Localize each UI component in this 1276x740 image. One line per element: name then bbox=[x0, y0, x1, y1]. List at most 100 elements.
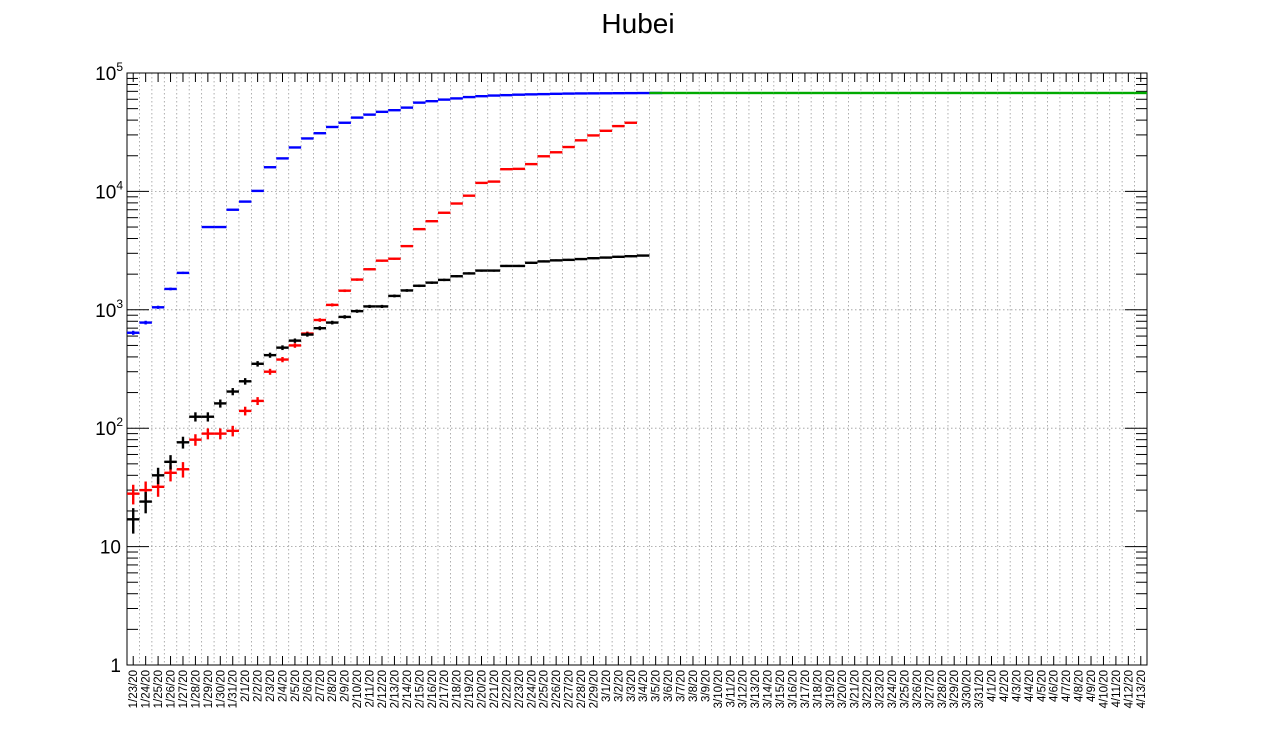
x-tick-label: 3/10/20 bbox=[713, 670, 725, 708]
chart-title: Hubei bbox=[601, 8, 675, 39]
x-tick-label: 3/9/20 bbox=[700, 670, 712, 702]
plot-border bbox=[126, 72, 1148, 666]
x-tick-label: 2/20/20 bbox=[477, 670, 489, 708]
x-tick-label: 3/22/20 bbox=[862, 670, 874, 708]
x-tick-label: 2/3/20 bbox=[265, 670, 277, 702]
x-tick-label: 2/21/20 bbox=[489, 670, 501, 708]
x-tick-label: 4/2/20 bbox=[999, 670, 1011, 702]
x-tick-label: 2/15/20 bbox=[414, 670, 426, 708]
x-tick-label: 3/29/20 bbox=[949, 670, 961, 708]
x-tick-label: 3/2/20 bbox=[613, 670, 625, 702]
x-tick-label: 3/15/20 bbox=[775, 670, 787, 708]
x-tick-label: 3/20/20 bbox=[837, 670, 849, 708]
x-tick-label: 2/1/20 bbox=[240, 670, 252, 702]
x-tick-label: 1/28/20 bbox=[190, 670, 202, 708]
x-tick-label: 3/24/20 bbox=[887, 670, 899, 708]
x-tick-label: 4/8/20 bbox=[1074, 670, 1086, 702]
x-tick-label: 2/26/20 bbox=[551, 670, 563, 708]
x-tick-label: 3/5/20 bbox=[651, 670, 663, 702]
x-tick-label: 1/31/20 bbox=[228, 670, 240, 708]
y-tick-label: 105 bbox=[95, 60, 123, 85]
x-axis: 1/23/20 1/24/20 1/25/20 1/26/20 1/27/20 1/28/… bbox=[128, 73, 1148, 708]
y-tick-label: 10 bbox=[100, 538, 121, 559]
y-tick-label: 103 bbox=[95, 297, 123, 322]
x-tick-label: 4/11/20 bbox=[1111, 670, 1123, 708]
y-tick-base: 10 bbox=[95, 419, 116, 440]
x-tick-label: 2/13/20 bbox=[389, 670, 401, 708]
x-tick-label: 4/10/20 bbox=[1098, 670, 1110, 708]
x-tick-label: 2/27/20 bbox=[564, 670, 576, 708]
x-tick-label: 2/7/20 bbox=[315, 670, 327, 702]
y-tick-base: 10 bbox=[95, 64, 116, 85]
x-tick-label: 2/10/20 bbox=[352, 670, 364, 708]
x-tick-label: 3/25/20 bbox=[899, 670, 911, 708]
y-tick-base: 10 bbox=[100, 538, 121, 559]
x-tick-label: 3/7/20 bbox=[676, 670, 688, 702]
x-tick-label: 3/13/20 bbox=[750, 670, 762, 708]
x-tick-label: 2/5/20 bbox=[290, 670, 302, 702]
x-tick-label: 1/24/20 bbox=[141, 670, 153, 708]
x-tick-label: 2/25/20 bbox=[539, 670, 551, 708]
y-tick-label: 104 bbox=[95, 178, 123, 203]
x-tick-label: 3/11/20 bbox=[725, 670, 737, 708]
x-tick-label: 2/9/20 bbox=[340, 670, 352, 702]
x-tick-label: 3/6/20 bbox=[663, 670, 675, 702]
x-tick-label: 2/11/20 bbox=[365, 670, 377, 708]
x-tick-label: 3/18/20 bbox=[812, 670, 824, 708]
x-tick-label: 4/1/20 bbox=[987, 670, 999, 702]
x-tick-label: 3/31/20 bbox=[974, 670, 986, 708]
x-tick-label: 1/30/20 bbox=[215, 670, 227, 708]
x-tick-label: 3/3/20 bbox=[626, 670, 638, 702]
x-tick-label: 2/28/20 bbox=[576, 670, 588, 708]
y-tick-label: 102 bbox=[95, 415, 123, 440]
x-tick-label: 2/14/20 bbox=[402, 670, 414, 708]
y-tick-exponent: 3 bbox=[116, 297, 123, 311]
x-tick-label: 1/27/20 bbox=[178, 670, 190, 708]
x-tick-label: 3/21/20 bbox=[850, 670, 862, 708]
x-tick-label: 3/23/20 bbox=[875, 670, 887, 708]
x-tick-label: 4/3/20 bbox=[1011, 670, 1023, 702]
x-tick-label: 1/25/20 bbox=[153, 670, 165, 708]
x-tick-label: 4/12/20 bbox=[1123, 670, 1135, 708]
x-tick-label: 3/1/20 bbox=[601, 670, 613, 702]
x-tick-label: 1/26/20 bbox=[166, 670, 178, 708]
x-tick-label: 1/23/20 bbox=[128, 670, 140, 708]
x-tick-label: 2/24/20 bbox=[526, 670, 538, 708]
x-tick-label: 2/4/20 bbox=[277, 670, 289, 702]
x-tick-label: 4/9/20 bbox=[1086, 670, 1098, 702]
x-tick-label: 4/7/20 bbox=[1061, 670, 1073, 702]
x-tick-label: 2/23/20 bbox=[514, 670, 526, 708]
y-tick-exponent: 5 bbox=[116, 60, 123, 74]
x-tick-label: 3/17/20 bbox=[800, 670, 812, 708]
x-tick-label: 3/30/20 bbox=[962, 670, 974, 708]
x-tick-label: 4/5/20 bbox=[1036, 670, 1048, 702]
x-tick-label: 2/16/20 bbox=[427, 670, 439, 708]
y-tick-exponent: 4 bbox=[116, 178, 123, 192]
x-tick-label: 4/4/20 bbox=[1024, 670, 1036, 702]
x-tick-label: 4/6/20 bbox=[1049, 670, 1061, 702]
x-tick-label: 2/12/20 bbox=[377, 670, 389, 708]
x-tick-label: 3/4/20 bbox=[638, 670, 650, 702]
x-tick-label: 3/16/20 bbox=[787, 670, 799, 708]
plot-frame bbox=[126, 72, 1148, 666]
grid-lines bbox=[127, 73, 1147, 665]
x-tick-label: 1/29/20 bbox=[203, 670, 215, 708]
y-tick-label: 1 bbox=[110, 656, 121, 677]
y-tick-base: 10 bbox=[95, 182, 116, 203]
y-tick-base: 10 bbox=[95, 301, 116, 322]
x-tick-label: 2/6/20 bbox=[302, 670, 314, 702]
x-tick-label: 3/14/20 bbox=[763, 670, 775, 708]
x-tick-label: 3/19/20 bbox=[825, 670, 837, 708]
data-marks bbox=[127, 91, 1147, 534]
x-tick-label: 3/26/20 bbox=[912, 670, 924, 708]
x-tick-label: 3/28/20 bbox=[937, 670, 949, 708]
x-tick-label: 3/12/20 bbox=[738, 670, 750, 708]
x-tick-label: 3/27/20 bbox=[924, 670, 936, 708]
x-tick-label: 2/18/20 bbox=[452, 670, 464, 708]
x-tick-label: 2/29/20 bbox=[588, 670, 600, 708]
x-tick-label: 2/2/20 bbox=[253, 670, 265, 702]
x-tick-label: 2/19/20 bbox=[464, 670, 476, 708]
y-tick-exponent: 2 bbox=[116, 415, 123, 429]
